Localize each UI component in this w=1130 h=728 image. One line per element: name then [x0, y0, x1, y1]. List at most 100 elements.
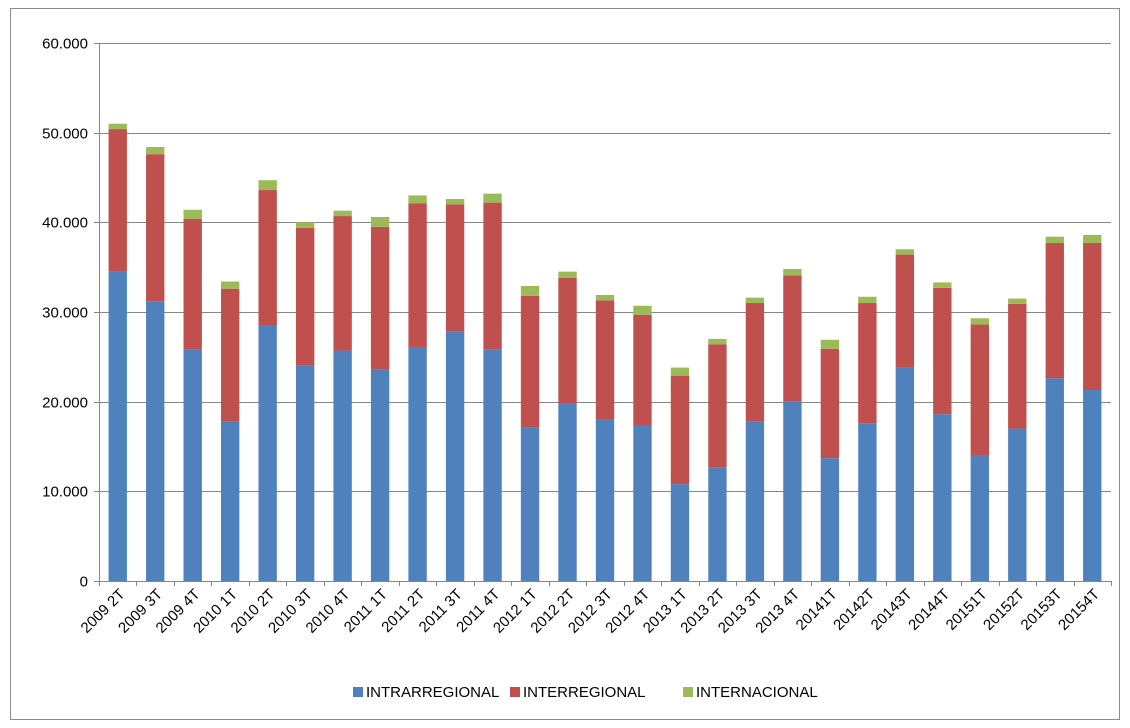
bar-segment-interregional: [745, 303, 765, 422]
bar-segment-internacional: [520, 285, 540, 296]
bar-segment-interregional: [1045, 242, 1064, 379]
bar-segment-intrarregional: [333, 350, 352, 581]
bar-segment-interregional: [1083, 242, 1102, 391]
bar-segment-intrarregional: [933, 414, 952, 581]
bar-segment-intrarregional: [258, 325, 277, 581]
y-tick-label: 60.000: [42, 36, 88, 53]
bar-segment-internacional: [108, 123, 127, 130]
bar-segment-intrarregional: [520, 427, 540, 581]
bar-segment-internacional: [221, 281, 240, 289]
bar-segment-intrarregional: [1008, 428, 1027, 581]
legend-label-internacional: INTERNACIONAL: [696, 684, 818, 701]
bar-segment-interregional: [933, 287, 952, 415]
bar-segment-internacional: [333, 210, 352, 217]
x-tick-label: 20153T: [1018, 586, 1066, 634]
bar-segment-interregional: [408, 203, 427, 347]
y-tick-label: 20.000: [42, 395, 88, 412]
bar-segment-intrarregional: [370, 369, 390, 581]
bar-segment-intrarregional: [558, 403, 577, 581]
bar-segment-internacional: [1008, 298, 1027, 304]
legend-label-intrarregional: INTRARREGIONAL: [366, 684, 499, 701]
bar-segment-intrarregional: [745, 421, 765, 581]
x-tick-label: 20154T: [1055, 586, 1103, 634]
bar-segment-intrarregional: [633, 424, 652, 581]
bar-segment-intrarregional: [108, 271, 127, 581]
bar-segment-intrarregional: [970, 455, 989, 581]
bar-segment-interregional: [895, 254, 915, 368]
bar-segment-interregional: [820, 348, 840, 459]
bar-segment-interregional: [708, 344, 727, 468]
bar-segment-intrarregional: [670, 484, 690, 581]
bar-segment-intrarregional: [408, 346, 427, 581]
bar-segment-interregional: [520, 295, 540, 428]
bar-segment-interregional: [783, 275, 802, 402]
bar-segment-intrarregional: [295, 365, 315, 581]
bar-segment-internacional: [858, 296, 877, 304]
bar-segment-interregional: [258, 190, 277, 326]
bar-segment-internacional: [445, 199, 465, 205]
bar-segment-interregional: [970, 324, 989, 456]
legend-swatch-internacional: [683, 687, 693, 697]
x-tick-label: 20142T: [830, 586, 878, 634]
legend: INTRARREGIONAL INTERREGIONAL INTERNACIONAL: [353, 684, 818, 701]
axes: [94, 43, 1112, 586]
bar-segment-internacional: [820, 339, 840, 349]
bar-segment-interregional: [858, 303, 877, 424]
bar-segment-interregional: [295, 227, 315, 366]
bar-segment-internacional: [595, 294, 615, 301]
bar-segment-internacional: [670, 367, 690, 376]
bar-segment-internacional: [183, 209, 202, 219]
bar-segment-intrarregional: [708, 467, 727, 581]
bar-segment-internacional: [895, 249, 915, 255]
bar-segment-interregional: [1008, 303, 1027, 429]
y-tick-label: 0: [80, 574, 88, 591]
y-tick-labels: 0 10.000 20.000 30.000 40.000 50.000 60.000: [42, 36, 88, 591]
bar-segment-internacional: [370, 216, 390, 227]
x-tick-label: 20143T: [868, 586, 916, 634]
x-tick-label: 20151T: [943, 586, 991, 634]
bar-segment-interregional: [370, 226, 390, 370]
bar-segment-internacional: [146, 147, 165, 155]
bar-segment-intrarregional: [895, 367, 915, 581]
x-tick-label: 20141T: [793, 586, 841, 634]
bar-segment-interregional: [483, 202, 502, 350]
legend-swatch-interregional: [510, 687, 520, 697]
x-tick-label: 20152T: [980, 586, 1028, 634]
bar-segment-internacional: [633, 305, 652, 315]
y-tick-label: 10.000: [42, 484, 88, 501]
bar-segment-intrarregional: [146, 301, 165, 581]
bar-segment-intrarregional: [445, 331, 465, 581]
bars: [108, 123, 1102, 581]
bar-segment-intrarregional: [1045, 378, 1064, 581]
bar-segment-interregional: [333, 216, 352, 351]
bar-segment-internacional: [295, 222, 315, 228]
bar-segment-interregional: [558, 277, 577, 404]
legend-label-interregional: INTERREGIONAL: [523, 684, 646, 701]
bar-segment-internacional: [1083, 234, 1102, 243]
bar-segment-intrarregional: [183, 349, 202, 581]
y-tick-label: 50.000: [42, 126, 88, 143]
bar-segment-intrarregional: [783, 401, 802, 581]
bar-segment-intrarregional: [595, 419, 615, 581]
legend-swatch-intrarregional: [353, 687, 363, 697]
bar-segment-interregional: [221, 288, 240, 422]
bar-segment-internacional: [783, 268, 802, 276]
bar-segment-intrarregional: [858, 423, 877, 581]
bar-segment-interregional: [183, 218, 202, 350]
bar-segment-interregional: [633, 314, 652, 425]
bar-segment-intrarregional: [221, 421, 240, 581]
x-tick-label: 20144T: [905, 586, 953, 634]
bar-segment-intrarregional: [1083, 390, 1102, 581]
bar-segment-interregional: [445, 204, 465, 332]
bar-segment-interregional: [108, 129, 127, 272]
bar-segment-intrarregional: [483, 349, 502, 581]
bar-segment-interregional: [670, 375, 690, 485]
bar-segment-internacional: [708, 338, 727, 345]
bar-segment-internacional: [558, 271, 577, 278]
bar-segment-internacional: [408, 195, 427, 204]
bar-segment-internacional: [745, 297, 765, 304]
bar-segment-intrarregional: [820, 458, 840, 581]
bar-segment-internacional: [933, 282, 952, 288]
